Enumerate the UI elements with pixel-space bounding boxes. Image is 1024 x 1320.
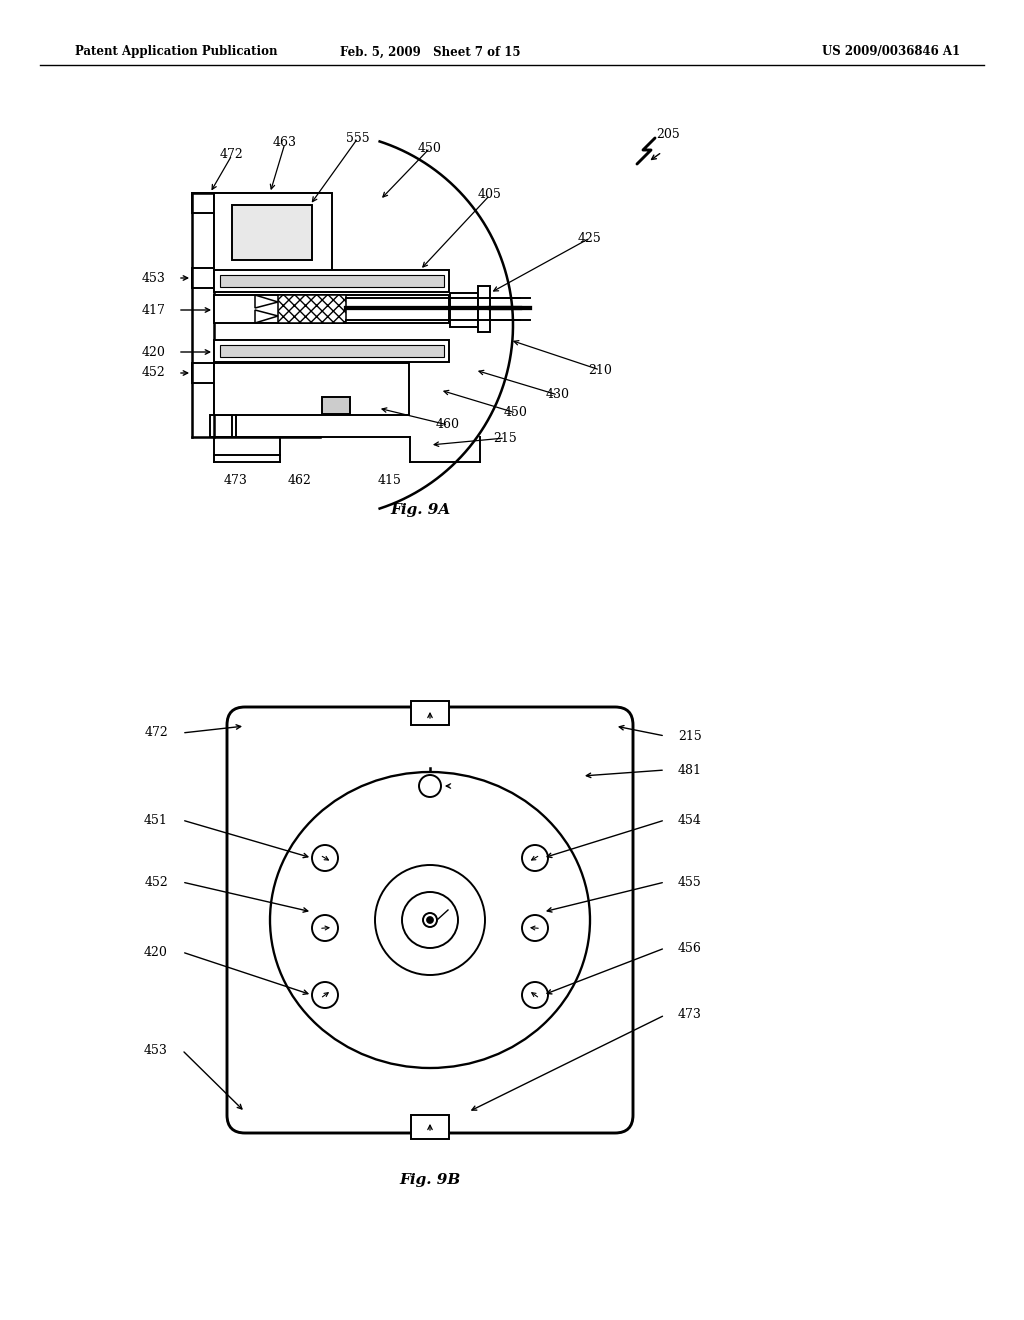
Text: Patent Application Publication: Patent Application Publication <box>75 45 278 58</box>
Text: 453: 453 <box>141 272 165 285</box>
Text: 425: 425 <box>579 231 602 244</box>
Text: Feb. 5, 2009   Sheet 7 of 15: Feb. 5, 2009 Sheet 7 of 15 <box>340 45 520 58</box>
Bar <box>411 1115 449 1139</box>
Text: 451: 451 <box>144 813 168 826</box>
Circle shape <box>402 892 458 948</box>
Text: 462: 462 <box>288 474 312 487</box>
Text: 454: 454 <box>678 813 701 826</box>
Text: Fig. 9A: Fig. 9A <box>390 503 451 517</box>
Bar <box>210 414 232 437</box>
Text: US 2009/0036846 A1: US 2009/0036846 A1 <box>822 45 961 58</box>
Circle shape <box>312 845 338 871</box>
Text: 420: 420 <box>141 346 165 359</box>
Text: 405: 405 <box>478 189 502 202</box>
Circle shape <box>423 913 437 927</box>
Bar <box>478 286 490 333</box>
Bar <box>193 268 214 288</box>
Text: 456: 456 <box>678 941 701 954</box>
Text: 472: 472 <box>144 726 168 739</box>
Bar <box>193 193 214 213</box>
Text: 472: 472 <box>220 149 244 161</box>
Text: 452: 452 <box>144 875 168 888</box>
Bar <box>214 294 449 323</box>
Bar <box>450 293 478 327</box>
Polygon shape <box>255 294 278 308</box>
Text: 430: 430 <box>546 388 570 401</box>
Circle shape <box>522 915 548 941</box>
Text: 450: 450 <box>504 407 528 420</box>
Text: 420: 420 <box>144 945 168 958</box>
Text: 473: 473 <box>224 474 248 487</box>
Text: 415: 415 <box>378 474 402 487</box>
Circle shape <box>427 916 433 924</box>
Text: Fig. 9B: Fig. 9B <box>399 1173 461 1187</box>
Bar <box>220 345 444 356</box>
Polygon shape <box>255 310 278 323</box>
Circle shape <box>312 982 338 1008</box>
Circle shape <box>522 845 548 871</box>
Text: 417: 417 <box>141 304 165 317</box>
Bar <box>193 363 214 383</box>
Text: 460: 460 <box>436 418 460 432</box>
Bar <box>278 294 346 323</box>
Text: 473: 473 <box>678 1008 701 1022</box>
Circle shape <box>419 775 441 797</box>
Bar <box>411 701 449 725</box>
Circle shape <box>522 982 548 1008</box>
Bar <box>214 271 449 292</box>
Bar <box>214 363 409 414</box>
Circle shape <box>375 865 485 975</box>
Text: 452: 452 <box>141 367 165 380</box>
FancyBboxPatch shape <box>227 708 633 1133</box>
Bar <box>214 193 332 273</box>
Text: 453: 453 <box>144 1044 168 1056</box>
Circle shape <box>312 915 338 941</box>
Text: 450: 450 <box>418 141 442 154</box>
Ellipse shape <box>270 772 590 1068</box>
Text: 215: 215 <box>678 730 701 742</box>
Text: 210: 210 <box>588 363 612 376</box>
Text: 455: 455 <box>678 875 701 888</box>
Text: 555: 555 <box>346 132 370 144</box>
Text: 215: 215 <box>494 432 517 445</box>
Bar <box>322 397 350 414</box>
Text: 481: 481 <box>678 763 702 776</box>
Bar <box>214 341 449 362</box>
Bar <box>232 205 312 260</box>
Text: 463: 463 <box>273 136 297 149</box>
Text: 205: 205 <box>656 128 680 141</box>
Bar <box>220 275 444 286</box>
